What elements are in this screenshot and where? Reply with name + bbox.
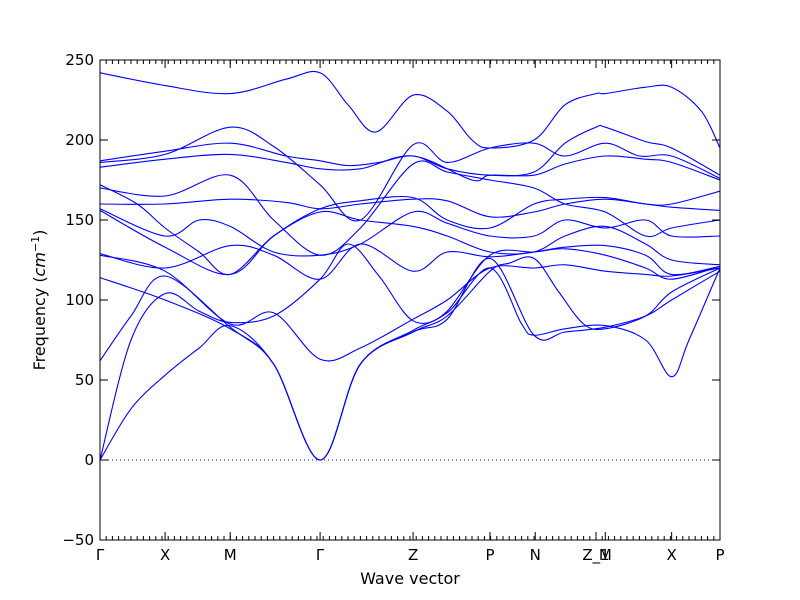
plot-frame — [99, 59, 721, 541]
band-line-15 — [99, 248, 721, 461]
x-tick-label: M — [224, 546, 237, 564]
band-line-6 — [99, 160, 721, 256]
x-tick-label: Z_1 — [582, 546, 609, 565]
band-line-12 — [99, 256, 721, 461]
plot-lines — [99, 70, 721, 461]
y-axis-label-text: Frequency ( — [30, 276, 49, 370]
x-tick-label: X — [666, 546, 676, 564]
band-line-5 — [99, 184, 721, 276]
x-tick-label: Z — [408, 546, 418, 564]
x-tick-label: P — [715, 546, 724, 564]
y-tick-label: 100 — [65, 291, 94, 309]
y-axis-label: Frequency (cm−1) — [29, 230, 49, 371]
x-tick-label: M — [599, 546, 612, 564]
band-line-7 — [99, 198, 721, 218]
band-line-4 — [99, 153, 721, 182]
x-tick-label: P — [485, 546, 494, 564]
y-tick-label: 0 — [84, 451, 94, 469]
y-tick-label: 200 — [65, 131, 94, 149]
y-axis-label-unit: cm — [30, 252, 49, 276]
y-axis-label-close: ) — [30, 230, 49, 236]
band-line-11 — [99, 254, 721, 362]
band-line-1 — [99, 70, 721, 149]
x-axis-label: Wave vector — [360, 569, 460, 588]
band-line-14 — [99, 243, 721, 461]
band-line-10 — [99, 243, 721, 280]
band-line-13 — [99, 257, 721, 461]
y-tick-label: 150 — [65, 211, 94, 229]
x-tick-label: X — [160, 546, 170, 564]
y-tick-label: 50 — [75, 371, 94, 389]
band-line-9 — [99, 209, 721, 275]
x-tick-label: Γ — [316, 546, 325, 564]
x-tick-label: Γ — [96, 546, 105, 564]
y-tick-label: 250 — [65, 51, 94, 69]
y-axis-label-exp: −1 — [29, 236, 42, 252]
x-tick-label: N — [530, 546, 541, 564]
y-tick-label: −50 — [62, 531, 94, 549]
band-line-8 — [99, 208, 721, 257]
band-line-3 — [99, 126, 721, 222]
